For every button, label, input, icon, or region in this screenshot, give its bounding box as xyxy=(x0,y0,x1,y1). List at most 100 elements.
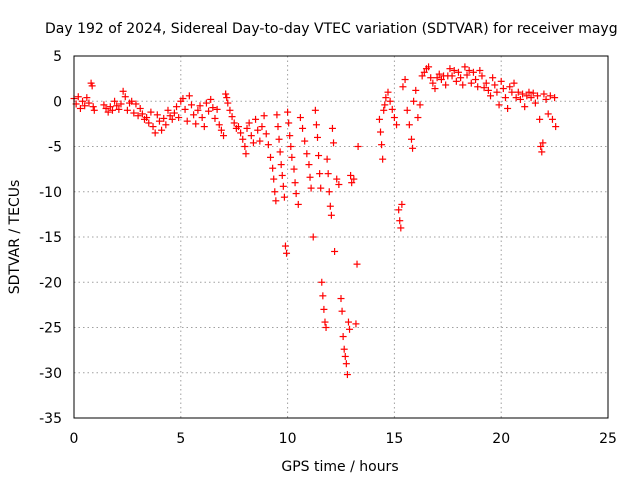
y-tick-label: -5 xyxy=(48,140,62,156)
data-point xyxy=(320,305,328,313)
data-point xyxy=(213,105,221,113)
data-point xyxy=(301,137,309,145)
data-point xyxy=(258,123,266,131)
y-tick-label: -30 xyxy=(39,366,62,382)
data-point xyxy=(378,141,386,149)
data-point xyxy=(303,150,311,158)
data-point xyxy=(271,188,279,196)
x-tick-labels: 0 5 10 15 20 25 xyxy=(70,431,617,447)
data-point xyxy=(242,150,250,158)
data-point xyxy=(123,106,131,114)
data-point xyxy=(497,77,505,85)
data-point xyxy=(435,70,443,78)
data-point xyxy=(446,65,454,73)
data-point xyxy=(337,295,345,303)
data-point xyxy=(534,92,542,100)
data-point xyxy=(521,103,529,111)
data-point xyxy=(215,121,223,129)
data-point xyxy=(519,90,527,98)
data-point xyxy=(401,76,409,84)
data-point xyxy=(493,88,501,96)
data-point xyxy=(429,79,437,87)
data-point xyxy=(76,104,84,112)
data-point xyxy=(410,97,418,105)
data-point xyxy=(501,94,509,102)
data-point xyxy=(79,97,87,105)
chart-title: Day 192 of 2024, Sidereal Day-to-day VTE… xyxy=(45,21,618,37)
data-point xyxy=(317,184,325,192)
data-point xyxy=(276,148,284,156)
data-point xyxy=(463,71,471,79)
data-point xyxy=(128,97,136,105)
data-point xyxy=(454,68,462,76)
data-point xyxy=(138,110,146,118)
data-point xyxy=(510,79,518,87)
data-point xyxy=(516,95,524,103)
data-point xyxy=(134,112,142,120)
data-point xyxy=(319,292,327,300)
data-point xyxy=(523,92,531,100)
data-point xyxy=(542,95,550,103)
y-tick-label: 0 xyxy=(53,94,62,110)
data-point xyxy=(115,105,123,113)
data-point xyxy=(223,94,231,102)
data-point xyxy=(327,211,335,219)
data-point xyxy=(119,87,127,95)
data-point xyxy=(405,121,413,129)
data-point xyxy=(145,119,153,127)
data-point xyxy=(395,206,403,214)
data-point xyxy=(185,92,193,100)
data-point xyxy=(211,114,219,122)
data-point xyxy=(414,114,422,122)
data-point xyxy=(237,129,245,137)
data-point xyxy=(290,165,298,173)
data-point xyxy=(149,123,157,131)
data-point xyxy=(416,101,424,109)
data-point xyxy=(81,102,89,110)
data-point xyxy=(287,143,295,150)
data-point xyxy=(321,318,329,326)
data-point xyxy=(264,141,272,149)
y-tick-label: 5 xyxy=(53,49,62,65)
data-point xyxy=(83,94,91,102)
data-point xyxy=(531,99,539,107)
data-point xyxy=(431,85,439,93)
data-point xyxy=(155,117,163,125)
data-point xyxy=(247,132,255,140)
plot-frame xyxy=(73,55,609,419)
data-point xyxy=(205,107,213,115)
x-tick-label: 5 xyxy=(176,431,185,447)
data-point xyxy=(540,90,548,98)
data-point xyxy=(252,115,260,123)
data-point xyxy=(200,123,208,131)
data-point xyxy=(459,81,467,89)
data-point xyxy=(166,112,174,120)
data-point xyxy=(283,249,291,257)
data-point xyxy=(164,106,172,114)
data-point xyxy=(335,181,343,189)
data-point xyxy=(380,106,388,114)
data-point xyxy=(318,278,326,286)
data-point xyxy=(354,143,362,150)
data-point xyxy=(348,179,356,187)
data-point xyxy=(173,103,181,111)
data-point xyxy=(90,106,98,114)
data-point xyxy=(270,175,278,183)
data-point xyxy=(478,72,486,80)
data-point xyxy=(425,63,433,71)
data-point xyxy=(224,99,232,107)
x-tick-label: 25 xyxy=(599,431,617,447)
data-point xyxy=(286,132,294,140)
y-tick-label: -20 xyxy=(39,275,62,291)
data-point xyxy=(326,202,334,210)
data-point xyxy=(339,333,347,341)
data-point xyxy=(220,132,228,140)
data-point xyxy=(194,106,202,114)
data-point xyxy=(245,119,253,127)
data-point xyxy=(85,99,93,107)
data-point xyxy=(151,129,159,137)
data-point xyxy=(448,72,456,80)
data-point xyxy=(190,111,198,119)
data-point xyxy=(403,106,411,114)
